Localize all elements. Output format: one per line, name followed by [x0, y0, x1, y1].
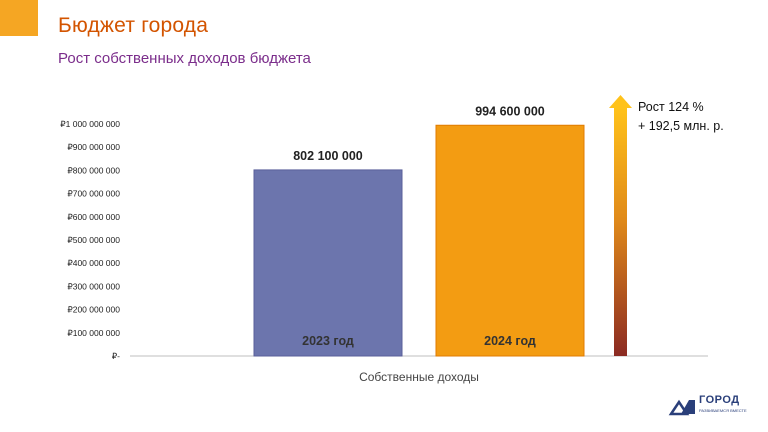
growth-arrow: [609, 95, 632, 356]
accent-bar: [0, 0, 38, 36]
city-logo: ГОРОД РАЗВИВАЕМСЯ ВМЕСТЕ: [668, 394, 758, 420]
growth-amount: + 192,5 млн. р.: [638, 119, 724, 133]
page-subtitle: Рост собственных доходов бюджета: [58, 50, 311, 67]
bar-category-label: 2023 год: [302, 334, 354, 348]
logo-text: ГОРОД: [699, 394, 740, 406]
logo-subtext: РАЗВИВАЕМСЯ ВМЕСТЕ: [699, 408, 747, 413]
bar-category-label: 2024 год: [484, 334, 536, 348]
y-tick-label: ₽800 000 000: [67, 165, 120, 175]
y-tick-label: ₽300 000 000: [67, 281, 120, 291]
growth-percent: Рост 124 %: [638, 100, 704, 114]
bar-value-label: 994 600 000: [475, 104, 545, 118]
y-tick-label: ₽500 000 000: [67, 235, 120, 245]
y-tick-label: ₽700 000 000: [67, 189, 120, 199]
y-tick-label: ₽-: [112, 351, 120, 361]
logo-icon: [668, 399, 695, 416]
y-tick-label: ₽400 000 000: [67, 258, 120, 268]
bar-2024: [435, 124, 585, 357]
y-tick-label: ₽100 000 000: [67, 328, 120, 338]
y-tick-label: ₽600 000 000: [67, 212, 120, 222]
bar-2023: [253, 169, 403, 357]
y-tick-label: ₽1 000 000 000: [60, 119, 120, 129]
x-axis-label: Собственные доходы: [359, 370, 479, 384]
y-tick-label: ₽200 000 000: [67, 305, 120, 315]
bar-value-label: 802 100 000: [293, 149, 363, 163]
page-title: Бюджет города: [58, 14, 209, 37]
y-tick-label: ₽900 000 000: [67, 142, 120, 152]
